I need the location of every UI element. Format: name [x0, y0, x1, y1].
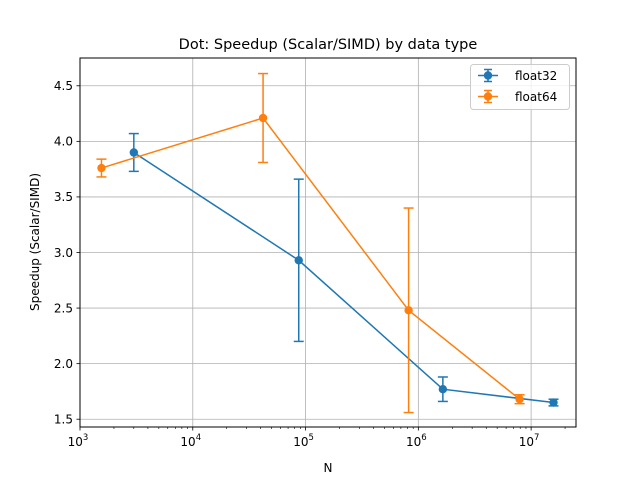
y-tick-label: 2.5 — [54, 301, 73, 315]
legend-marker-float64 — [483, 92, 493, 101]
data-point-float64 — [97, 163, 106, 173]
data-point-float64 — [515, 395, 524, 404]
data-point-float32 — [549, 398, 558, 407]
y-tick-label: 1.5 — [54, 413, 73, 427]
plot-frame — [79, 57, 577, 428]
x-tick-label: 107 — [519, 433, 540, 449]
grid — [79, 58, 576, 427]
chart-title: Dot: Speedup (Scalar/SIMD) by data type — [179, 37, 478, 53]
legend: float32 float64 — [470, 64, 570, 110]
x-axis-label: N — [324, 461, 333, 475]
y-tick-label: 3.5 — [54, 190, 73, 204]
y-axis: 1.5 2.0 2.5 3.0 3.5 4.0 4.5 — [54, 79, 80, 427]
data-point-float64 — [404, 306, 413, 315]
y-tick-label: 3.0 — [54, 246, 73, 260]
x-tick-label: 103 — [68, 433, 89, 449]
y-tick-label: 4.0 — [54, 135, 73, 149]
x-tick-label: 105 — [293, 433, 314, 449]
legend-marker-float32 — [483, 71, 493, 80]
y-tick-label: 2.0 — [54, 357, 73, 371]
x-tick-label: 104 — [180, 433, 201, 449]
x-axis: 103 104 105 106 107 — [68, 427, 566, 449]
legend-label-float64: float64 — [515, 90, 557, 104]
series-float64 — [96, 72, 525, 414]
series-line-float32 — [133, 151, 554, 404]
x-tick-label: 106 — [406, 433, 427, 449]
series-float32 — [128, 132, 559, 407]
data-point-float32 — [294, 256, 303, 265]
data-point-float64 — [258, 113, 268, 123]
y-tick-label: 4.5 — [54, 79, 73, 93]
data-point-float32 — [129, 148, 139, 157]
y-axis-label: Speedup (Scalar/SIMD) — [28, 173, 42, 311]
series-layer — [96, 72, 559, 414]
series-line-float64 — [101, 117, 521, 400]
legend-label-float32: float32 — [515, 69, 557, 83]
data-point-float32 — [438, 385, 448, 394]
